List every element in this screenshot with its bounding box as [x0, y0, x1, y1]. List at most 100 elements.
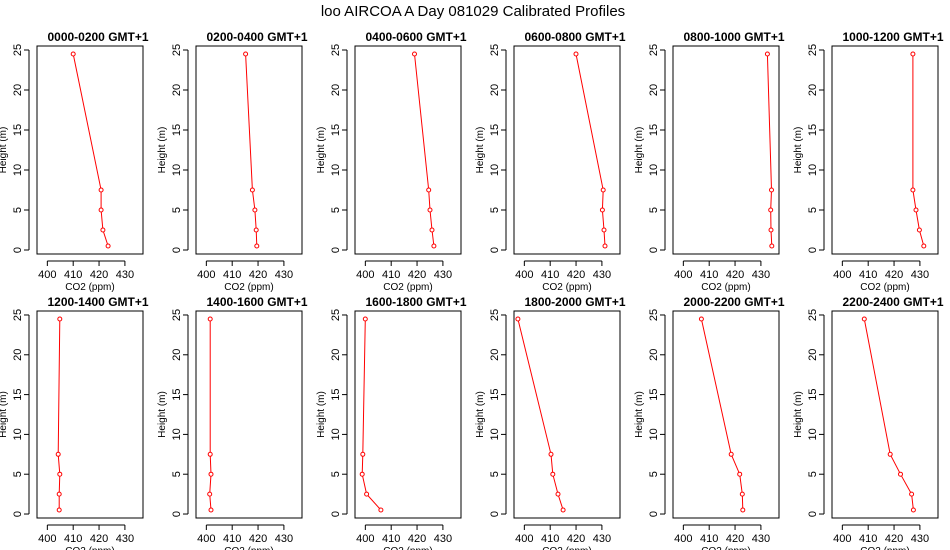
x-axis-label: CO2 (ppm) [224, 282, 273, 293]
plot-frame [36, 45, 144, 255]
data-point [359, 471, 365, 477]
x-axis-label: CO2 (ppm) [65, 282, 114, 293]
x-axis-label: CO2 (ppm) [860, 282, 909, 293]
y-tick-label: 5 [489, 471, 501, 477]
x-tick-label: 410 [541, 269, 559, 281]
y-tick-label: 25 [648, 44, 660, 56]
data-point [737, 471, 743, 477]
data-point [57, 471, 63, 477]
y-tick-label: 0 [489, 247, 501, 253]
plot-frame [354, 45, 462, 255]
data-point [207, 451, 213, 457]
y-tick-label: 15 [807, 388, 819, 400]
data-point [426, 187, 432, 193]
y-tick-label: 20 [330, 349, 342, 361]
y-tick-label: 5 [330, 207, 342, 213]
x-tick-label: 410 [541, 533, 559, 545]
y-tick-label: 25 [12, 309, 24, 321]
y-tick-label: 5 [171, 207, 183, 213]
data-point [208, 507, 214, 513]
y-tick-label: 25 [648, 309, 660, 321]
y-axis-label: Height (m) [634, 127, 645, 174]
x-tick-label: 410 [859, 533, 877, 545]
data-point [769, 187, 774, 193]
plot-frame [36, 310, 144, 519]
x-tick-label: 420 [408, 269, 426, 281]
x-tick-label: 420 [249, 269, 267, 281]
y-tick-label: 5 [330, 471, 342, 477]
y-tick-label: 15 [648, 388, 660, 400]
y-tick-label: 5 [489, 207, 501, 213]
y-tick-label: 5 [648, 471, 660, 477]
data-point [515, 316, 521, 322]
y-tick-label: 15 [648, 124, 660, 136]
y-axis-label: Height (m) [475, 127, 486, 174]
x-tick-label: 400 [197, 533, 215, 545]
x-tick-label: 420 [885, 533, 903, 545]
x-tick-label: 410 [64, 533, 82, 545]
profile-line [575, 53, 606, 247]
data-point [57, 316, 63, 322]
plot-frame [354, 310, 462, 519]
x-tick-label: 430 [911, 533, 929, 545]
x-tick-label: 410 [382, 533, 400, 545]
y-tick-label: 10 [807, 164, 819, 176]
y-tick-label: 15 [330, 388, 342, 400]
data-point [560, 507, 566, 513]
data-point [728, 451, 734, 457]
data-point [573, 51, 579, 57]
y-tick-label: 5 [12, 207, 24, 213]
y-tick-label: 10 [489, 164, 501, 176]
x-tick-label: 410 [223, 269, 241, 281]
y-tick-label: 20 [12, 349, 24, 361]
y-tick-label: 0 [12, 511, 24, 517]
data-point [740, 507, 746, 513]
y-tick-label: 0 [648, 247, 660, 253]
data-point [768, 227, 774, 233]
y-tick-label: 25 [807, 44, 819, 56]
y-tick-label: 20 [489, 349, 501, 361]
y-tick-label: 0 [330, 247, 342, 253]
y-tick-label: 20 [648, 84, 660, 96]
y-tick-label: 15 [12, 124, 24, 136]
y-tick-label: 20 [330, 84, 342, 96]
plot-frame [831, 45, 939, 255]
y-tick-label: 20 [12, 84, 24, 96]
profile-line [700, 318, 744, 511]
panel-title: 1800-2000 GMT+1 [524, 295, 625, 309]
y-tick-label: 20 [171, 84, 183, 96]
data-point [208, 471, 214, 477]
x-axis-label: CO2 (ppm) [383, 546, 432, 550]
data-point [898, 471, 903, 477]
y-tick-label: 0 [12, 247, 24, 253]
data-point [739, 491, 745, 497]
x-axis-label: CO2 (ppm) [701, 282, 750, 293]
x-tick-label: 420 [249, 533, 267, 545]
y-tick-label: 20 [489, 84, 501, 96]
y-tick-label: 0 [171, 247, 183, 253]
plot-frame [831, 310, 939, 519]
data-point [412, 51, 417, 57]
y-axis-label: Height (m) [0, 127, 9, 174]
y-tick-label: 0 [648, 511, 660, 517]
profile-line [57, 318, 61, 510]
data-point [913, 207, 919, 213]
data-point [207, 316, 213, 322]
panel-title: 0000-0200 GMT+1 [47, 30, 148, 44]
y-tick-label: 10 [330, 428, 342, 440]
data-point [602, 243, 608, 249]
y-tick-label: 25 [489, 309, 501, 321]
y-tick-label: 25 [807, 309, 819, 321]
y-tick-label: 20 [171, 349, 183, 361]
panel-title: 2200-2400 GMT+1 [842, 295, 943, 309]
y-tick-label: 25 [12, 44, 24, 56]
profile-line [517, 318, 564, 511]
data-point [252, 207, 258, 213]
data-point [360, 451, 366, 457]
